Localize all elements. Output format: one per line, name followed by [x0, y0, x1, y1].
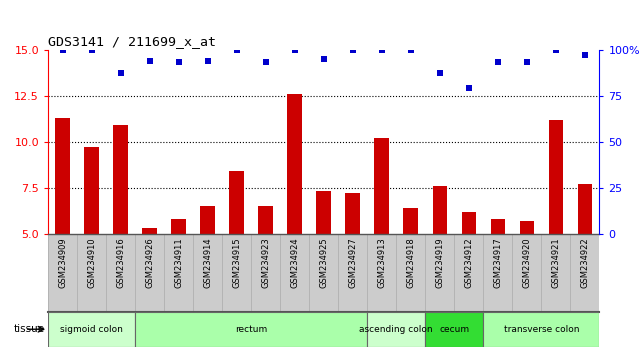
Text: GSM234919: GSM234919	[435, 238, 444, 288]
Point	[58, 47, 68, 52]
Point	[203, 58, 213, 63]
Point	[493, 59, 503, 65]
Point	[144, 58, 154, 63]
Point	[406, 47, 416, 52]
Point	[551, 47, 561, 52]
Bar	[258, 206, 273, 234]
Point	[174, 59, 184, 65]
Bar	[549, 120, 563, 234]
Bar	[55, 118, 70, 234]
Bar	[85, 147, 99, 234]
Bar	[171, 219, 186, 234]
Bar	[345, 193, 360, 234]
Text: GSM234918: GSM234918	[406, 238, 415, 288]
Point	[347, 47, 358, 52]
Bar	[374, 138, 389, 234]
Point	[290, 47, 300, 52]
Point	[115, 71, 126, 76]
Bar	[462, 212, 476, 234]
Bar	[433, 186, 447, 234]
Point	[579, 52, 590, 58]
Text: GSM234909: GSM234909	[58, 238, 67, 288]
Bar	[425, 312, 483, 347]
Text: GSM234914: GSM234914	[203, 238, 212, 288]
Bar	[403, 208, 418, 234]
Text: GSM234925: GSM234925	[319, 238, 328, 288]
Bar	[287, 94, 302, 234]
Text: rectum: rectum	[235, 325, 267, 334]
Text: GSM234926: GSM234926	[145, 238, 154, 288]
Point	[522, 59, 532, 65]
Bar	[367, 312, 425, 347]
Text: GSM234910: GSM234910	[87, 238, 96, 288]
Text: GSM234924: GSM234924	[290, 238, 299, 288]
Text: GSM234920: GSM234920	[522, 238, 531, 288]
Text: GSM234917: GSM234917	[494, 238, 503, 288]
Text: GSM234922: GSM234922	[580, 238, 589, 288]
Point	[260, 59, 271, 65]
Bar	[520, 221, 534, 234]
Bar	[483, 312, 599, 347]
Text: GSM234921: GSM234921	[551, 238, 560, 288]
Text: GSM234923: GSM234923	[261, 238, 270, 288]
Text: GSM234916: GSM234916	[116, 238, 125, 288]
Bar	[113, 125, 128, 234]
Point	[87, 47, 97, 52]
Text: GDS3141 / 211699_x_at: GDS3141 / 211699_x_at	[48, 35, 216, 48]
Bar	[135, 312, 367, 347]
Bar	[48, 312, 135, 347]
Bar	[229, 171, 244, 234]
Point	[231, 47, 242, 52]
Bar	[201, 206, 215, 234]
Point	[377, 47, 387, 52]
Text: GSM234913: GSM234913	[378, 238, 387, 288]
Text: ascending colon: ascending colon	[360, 325, 433, 334]
Text: GSM234927: GSM234927	[348, 238, 357, 288]
Text: GSM234912: GSM234912	[464, 238, 473, 288]
Bar	[578, 184, 592, 234]
Text: transverse colon: transverse colon	[504, 325, 579, 334]
Point	[435, 71, 445, 76]
Text: GSM234915: GSM234915	[232, 238, 241, 288]
Bar	[317, 191, 331, 234]
Text: cecum: cecum	[439, 325, 469, 334]
Text: tissue: tissue	[13, 324, 45, 334]
Text: sigmoid colon: sigmoid colon	[60, 325, 123, 334]
Point	[463, 85, 474, 91]
Bar	[142, 228, 157, 234]
Bar	[490, 219, 505, 234]
Text: GSM234911: GSM234911	[174, 238, 183, 288]
Point	[319, 56, 329, 62]
